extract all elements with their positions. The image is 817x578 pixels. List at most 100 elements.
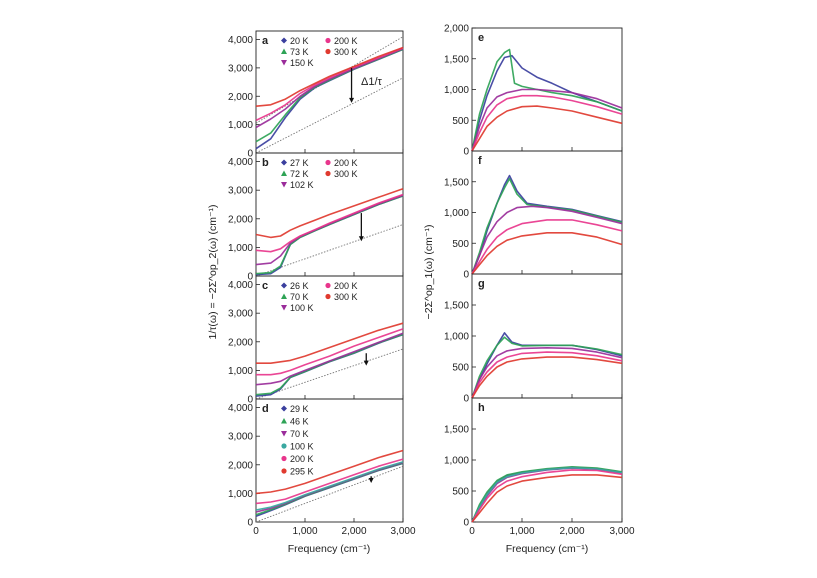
guide-line: [255, 77, 404, 154]
y-tick-label: 4,000: [228, 157, 253, 168]
y-tick-label: 0: [247, 395, 253, 406]
legend-label: 200 K: [290, 454, 314, 464]
left-x-axis-title: Frequency (cm⁻¹): [288, 543, 371, 555]
legend-marker: [281, 418, 287, 424]
legend-marker: [281, 182, 287, 188]
y-tick-label: 4,000: [228, 403, 253, 414]
legend-marker: [281, 468, 287, 474]
legend-label: 150 K: [290, 58, 314, 68]
series-line-200K: [471, 469, 623, 523]
panel-f: 0 500 1,000 1,500 f: [444, 150, 623, 281]
series-line-200K: [471, 351, 623, 399]
legend-label: 26 K: [290, 281, 309, 291]
series-line-72K: [255, 195, 404, 275]
legend-marker: [325, 293, 331, 300]
legend-marker: [281, 48, 287, 54]
y-tick-label: 1,000: [228, 120, 253, 131]
series-line-300K: [471, 105, 623, 152]
panel-label: e: [478, 32, 484, 44]
series-line-100K: [471, 466, 623, 523]
panel-frame: [471, 273, 623, 399]
y-tick-label: 0: [463, 394, 469, 405]
panel-label: c: [262, 280, 268, 292]
legend-label: 72 K: [290, 169, 309, 179]
delta-arrow-head: [363, 360, 369, 366]
y-tick-label: 1,000: [228, 489, 253, 500]
legend-marker: [281, 37, 287, 44]
y-tick-label: 500: [452, 363, 469, 374]
legend-marker: [281, 170, 287, 176]
legend-label: 102 K: [290, 180, 314, 190]
y-tick-label: 1,000: [228, 366, 253, 377]
legend-marker: [281, 60, 287, 66]
x-tick-label: 3,000: [390, 526, 415, 537]
series-line-300K: [471, 356, 623, 399]
series-line-70K: [255, 333, 404, 396]
series-line-200K: [255, 193, 404, 253]
legend-label: 200 K: [334, 281, 358, 291]
legend-label: 70 K: [290, 292, 309, 302]
legend-marker: [281, 282, 287, 289]
panel-label: b: [262, 157, 269, 169]
y-tick-label: 1,500: [444, 54, 469, 65]
legend-label: 20 K: [290, 36, 309, 46]
series-line-200K: [256, 328, 404, 376]
legend-marker: [281, 405, 287, 412]
x-tick-label: 0: [253, 526, 259, 537]
legend-label: 100 K: [290, 442, 314, 452]
y-tick-label: 4,000: [228, 280, 253, 291]
series-line-102K: [471, 205, 623, 275]
y-tick-label: 1,000: [444, 208, 469, 219]
panel-h: 0 500 1,000 1,500 0 1,000 2,000 3,000 h: [444, 397, 635, 537]
delta-arrow-head: [368, 477, 374, 483]
legend-marker: [325, 48, 331, 55]
series-line-295K: [471, 474, 623, 523]
series-line-102K: [255, 194, 404, 266]
x-tick-label: 2,000: [559, 526, 584, 537]
legend-marker: [325, 37, 331, 44]
y-tick-label: 500: [452, 239, 469, 250]
legend-marker: [281, 305, 287, 311]
legend-label: 200 K: [334, 36, 358, 46]
delta-tau-label: Δ1/τ: [361, 76, 383, 88]
legend-label: 300 K: [334, 292, 358, 302]
legend-label: 73 K: [290, 47, 309, 57]
series-line-200K: [471, 94, 623, 152]
legend-marker: [325, 282, 331, 289]
delta-arrow-head: [349, 97, 355, 103]
delta-arrow-head: [358, 236, 364, 242]
guide-line: [255, 465, 404, 523]
panel-label: h: [478, 402, 485, 414]
series-line-150K: [471, 88, 623, 152]
y-tick-label: 0: [463, 270, 469, 281]
x-tick-label: 1,000: [509, 526, 534, 537]
legend-marker: [281, 159, 287, 166]
x-tick-label: 3,000: [609, 526, 634, 537]
legend-label: 295 K: [290, 467, 314, 477]
y-tick-label: 3,000: [228, 186, 253, 197]
series-line-20K: [255, 48, 404, 150]
series-line-200K: [471, 219, 623, 275]
y-tick-label: 3,000: [228, 432, 253, 443]
y-tick-label: 0: [247, 149, 253, 160]
legend-label: 300 K: [334, 47, 358, 57]
legend-label: 27 K: [290, 158, 309, 168]
legend-marker: [325, 159, 331, 166]
panel-label: a: [262, 35, 269, 47]
y-tick-label: 1,000: [444, 456, 469, 467]
right-y-axis-title: −2Σ^op_1(ω) (cm⁻¹): [423, 225, 435, 320]
legend-label: 70 K: [290, 429, 309, 439]
series-line-100K: [471, 346, 623, 399]
series-line-200K: [255, 458, 404, 505]
series-line-300K: [255, 188, 404, 239]
y-tick-label: 1,000: [228, 243, 253, 254]
y-tick-label: 500: [452, 116, 469, 127]
y-tick-label: 2,000: [444, 24, 469, 35]
y-tick-label: 3,000: [228, 309, 253, 320]
series-line-300K: [256, 322, 404, 365]
y-tick-label: 2,000: [228, 460, 253, 471]
series-line-26K: [255, 333, 404, 397]
